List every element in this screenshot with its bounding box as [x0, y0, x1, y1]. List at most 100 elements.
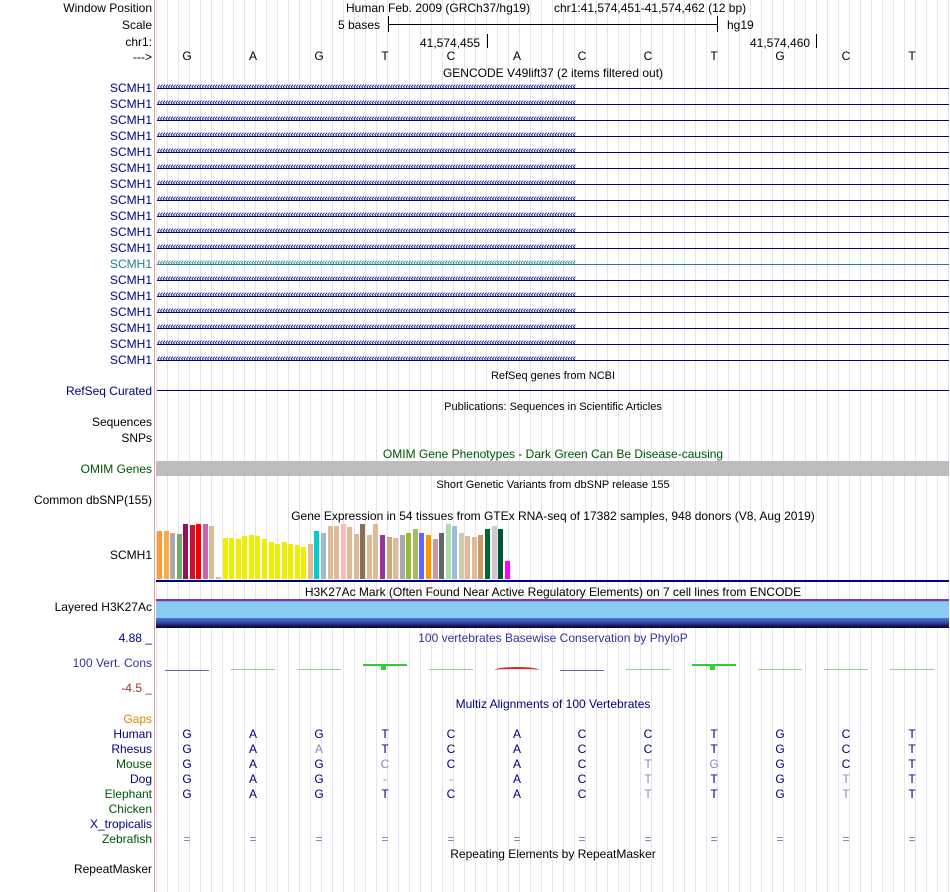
gtex-tissue-bar[interactable] — [164, 531, 169, 579]
gencode-gene-line[interactable] — [157, 136, 949, 137]
gencode-gene-line[interactable] — [157, 328, 949, 329]
gencode-gene-line[interactable] — [157, 360, 949, 361]
gencode-gene-label[interactable]: SCMH1 — [109, 193, 152, 207]
gencode-gene-line[interactable] — [157, 312, 949, 313]
gencode-gene-line[interactable] — [157, 88, 949, 89]
gtex-track-title[interactable]: Gene Expression in 54 tissues from GTEx … — [291, 509, 815, 523]
gencode-gene-label[interactable]: SCMH1 — [109, 177, 152, 191]
gencode-gene-line[interactable] — [157, 232, 949, 233]
gtex-tissue-bar[interactable] — [472, 537, 477, 579]
gtex-tissue-bar[interactable] — [328, 526, 333, 579]
gtex-tissue-bar[interactable] — [419, 533, 424, 579]
dbsnp-label[interactable]: Common dbSNP(155) — [33, 493, 152, 507]
omim-track-title[interactable]: OMIM Gene Phenotypes - Dark Green Can Be… — [382, 447, 724, 461]
gencode-gene-label[interactable]: SCMH1 — [109, 321, 152, 335]
gencode-gene-label[interactable]: SCMH1 — [109, 337, 152, 351]
gencode-gene-label[interactable]: SCMH1 — [109, 225, 152, 239]
publications-track-title[interactable]: Publications: Sequences in Scientific Ar… — [444, 401, 662, 413]
species-label[interactable]: Mouse — [115, 757, 152, 771]
gencode-gene-label[interactable]: SCMH1 — [109, 289, 152, 303]
gtex-tissue-bar[interactable] — [262, 539, 267, 579]
gencode-gene-line[interactable] — [157, 168, 949, 169]
gencode-gene-label[interactable]: SCMH1 — [109, 241, 152, 255]
gencode-gene-label[interactable]: SCMH1 — [109, 273, 152, 287]
snps-label[interactable]: SNPs — [121, 431, 152, 445]
gtex-tissue-bar[interactable] — [439, 533, 444, 579]
species-label[interactable]: Chicken — [108, 802, 152, 816]
multiz-track-title[interactable]: Multiz Alignments of 100 Vertebrates — [455, 697, 651, 711]
species-label[interactable]: Zebrafish — [101, 832, 152, 846]
position-text[interactable]: chr1:41,574,451-41,574,462 (12 bp) — [554, 1, 747, 15]
gtex-tissue-bar[interactable] — [249, 535, 254, 579]
gtex-tissue-bar[interactable] — [452, 526, 457, 579]
conservation-label[interactable]: 100 Vert. Cons — [72, 656, 152, 670]
gencode-gene-label[interactable]: SCMH1 — [109, 257, 152, 271]
gtex-tissue-bar[interactable] — [216, 577, 221, 579]
gtex-tissue-bar[interactable] — [269, 542, 274, 579]
gtex-tissue-bar[interactable] — [177, 534, 182, 579]
gencode-gene-label[interactable]: SCMH1 — [109, 209, 152, 223]
species-label[interactable]: Rhesus — [111, 742, 152, 756]
refseq-label[interactable]: RefSeq Curated — [65, 384, 152, 398]
gencode-gene-label[interactable]: SCMH1 — [109, 353, 152, 367]
gtex-tissue-bar[interactable] — [360, 524, 365, 579]
gtex-tissue-bar[interactable] — [446, 524, 451, 579]
gtex-tissue-bar[interactable] — [196, 524, 201, 579]
gencode-gene-line[interactable] — [157, 264, 949, 265]
gencode-gene-label[interactable]: SCMH1 — [109, 305, 152, 319]
gtex-tissue-bar[interactable] — [321, 533, 326, 579]
gtex-tissue-bar[interactable] — [275, 544, 280, 579]
repeatmasker-track-title[interactable]: Repeating Elements by RepeatMasker — [450, 847, 656, 861]
h3k27ac-label[interactable]: Layered H3K27Ac — [54, 600, 152, 614]
h3k27ac-track-title[interactable]: H3K27Ac Mark (Often Found Near Active Re… — [304, 585, 802, 599]
gencode-gene-line[interactable] — [157, 296, 949, 297]
gtex-tissue-bar[interactable] — [203, 524, 208, 579]
gtex-tissue-bar[interactable] — [314, 531, 319, 579]
gtex-tissue-bar[interactable] — [229, 538, 234, 579]
omim-label[interactable]: OMIM Genes — [80, 462, 152, 476]
gencode-gene-label[interactable]: SCMH1 — [109, 129, 152, 143]
gtex-bar-chart[interactable] — [157, 524, 537, 579]
sequences-label[interactable]: Sequences — [91, 415, 152, 429]
gtex-tissue-bar[interactable] — [465, 536, 470, 579]
gtex-tissue-bar[interactable] — [400, 535, 405, 579]
gtex-tissue-bar[interactable] — [406, 533, 411, 579]
gtex-tissue-bar[interactable] — [301, 547, 306, 579]
gtex-tissue-bar[interactable] — [505, 561, 510, 579]
gtex-tissue-bar[interactable] — [334, 526, 339, 579]
gtex-tissue-bar[interactable] — [380, 535, 385, 579]
refseq-gene-line[interactable] — [157, 390, 949, 391]
dbsnp-track-title[interactable]: Short Genetic Variants from dbSNP releas… — [436, 479, 670, 491]
gtex-tissue-bar[interactable] — [387, 537, 392, 579]
gtex-tissue-bar[interactable] — [255, 536, 260, 579]
gtex-tissue-bar[interactable] — [209, 526, 214, 579]
gencode-gene-label[interactable]: SCMH1 — [109, 113, 152, 127]
gtex-tissue-bar[interactable] — [373, 524, 378, 579]
gtex-tissue-bar[interactable] — [282, 542, 287, 579]
gencode-gene-line[interactable] — [157, 216, 949, 217]
gencode-gene-line[interactable] — [157, 152, 949, 153]
gtex-label[interactable]: SCMH1 — [109, 548, 152, 562]
gtex-tissue-bar[interactable] — [223, 538, 228, 579]
gencode-gene-line[interactable] — [157, 344, 949, 345]
gtex-tissue-bar[interactable] — [459, 533, 464, 579]
species-label[interactable]: Human — [113, 727, 152, 741]
gtex-tissue-bar[interactable] — [170, 533, 175, 579]
gtex-tissue-bar[interactable] — [492, 526, 497, 579]
refseq-track-title[interactable]: RefSeq genes from NCBI — [490, 370, 616, 382]
gencode-track-title[interactable]: GENCODE V49lift37 (2 items filtered out) — [442, 66, 664, 80]
gtex-tissue-bar[interactable] — [485, 529, 490, 579]
gtex-tissue-bar[interactable] — [413, 529, 418, 579]
omim-gene-bar[interactable] — [156, 461, 949, 476]
gtex-tissue-bar[interactable] — [498, 529, 503, 579]
gtex-tissue-bar[interactable] — [288, 544, 293, 579]
gtex-tissue-bar[interactable] — [354, 534, 359, 579]
gencode-gene-line[interactable] — [157, 120, 949, 121]
gtex-tissue-bar[interactable] — [242, 536, 247, 579]
species-label[interactable]: Elephant — [104, 787, 152, 801]
gencode-gene-label[interactable]: SCMH1 — [109, 145, 152, 159]
gencode-gene-line[interactable] — [157, 184, 949, 185]
gencode-gene-line[interactable] — [157, 248, 949, 249]
gtex-tissue-bar[interactable] — [478, 535, 483, 579]
gencode-gene-label[interactable]: SCMH1 — [109, 161, 152, 175]
